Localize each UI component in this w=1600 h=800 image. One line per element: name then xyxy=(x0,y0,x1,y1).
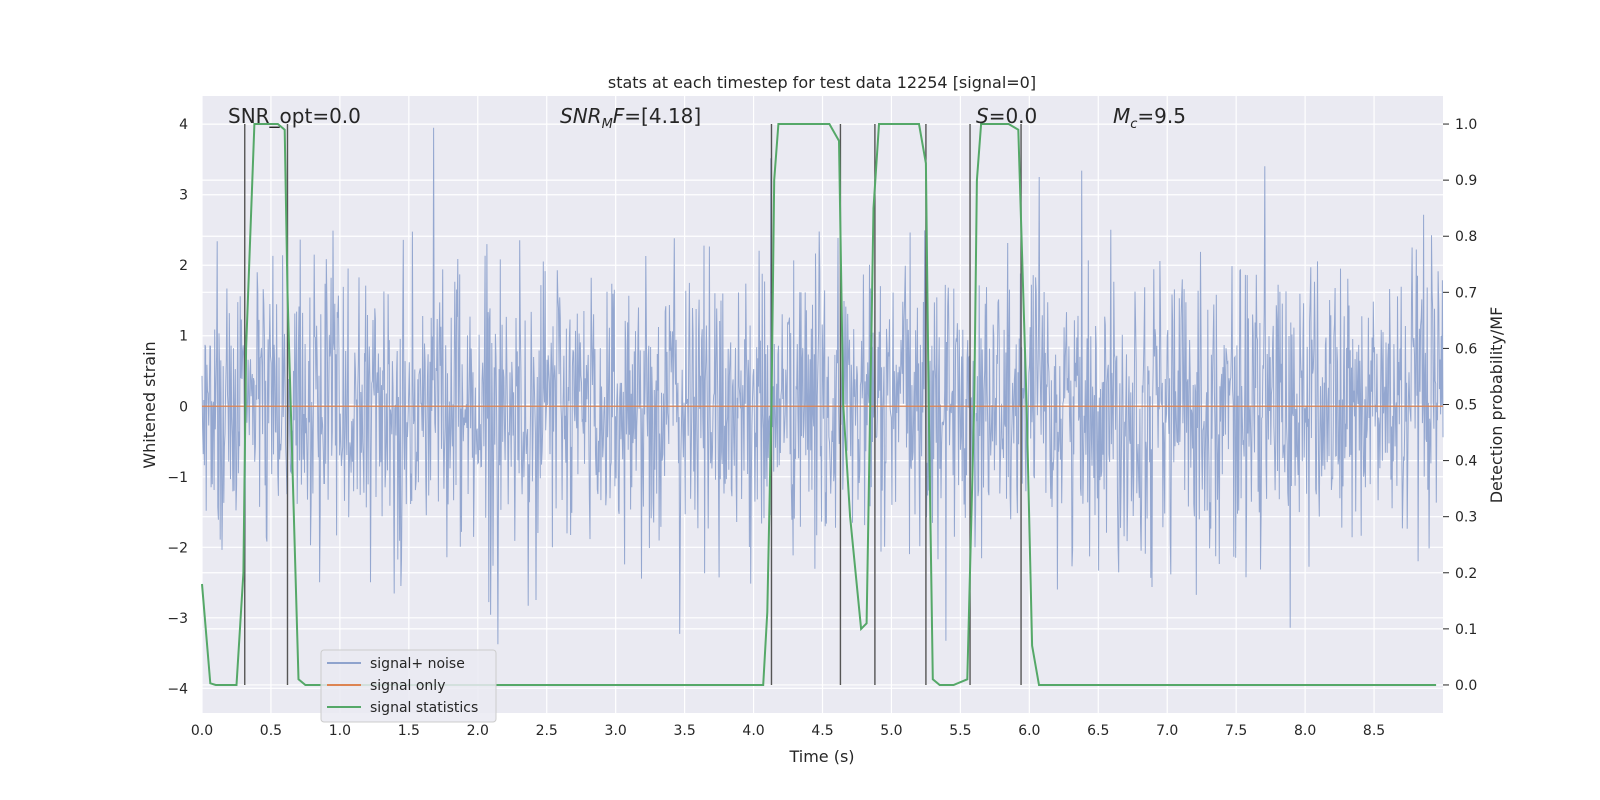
y-axis-ticks: 4 3 2 1 0 −1 −2 −3 −4 xyxy=(167,117,188,697)
x-tick-label: 5.5 xyxy=(949,723,971,739)
y-right-tick-label: 0.8 xyxy=(1455,229,1477,245)
y-right-tick-label: 0.1 xyxy=(1455,622,1477,638)
y-right-axis-label: Detection probability/MF xyxy=(1487,307,1506,504)
x-axis-label: Time (s) xyxy=(788,747,854,766)
legend-label-signal-noise: signal+ noise xyxy=(370,656,465,672)
y-right-tick-label: 0.6 xyxy=(1455,341,1477,357)
annotation-mc: Mc=9.5 xyxy=(1113,104,1186,132)
y-right-tick-label: 0.9 xyxy=(1455,173,1477,189)
annotation-snr-mf-prefix: SNR xyxy=(560,104,602,128)
y-tick-label: −4 xyxy=(167,681,188,697)
y-right-tick-label: 0.2 xyxy=(1455,566,1477,582)
x-tick-label: 6.0 xyxy=(1018,723,1040,739)
y-right-tick-label: 0.7 xyxy=(1455,285,1477,301)
legend-label-signal-statistics: signal statistics xyxy=(370,700,478,716)
x-tick-label: 1.0 xyxy=(329,723,351,739)
annotations: SNR_opt=0.0 SNRMF=[4.18] S=0.0 Mc=9.5 xyxy=(228,104,1186,132)
x-tick-label: 4.0 xyxy=(742,723,764,739)
signal-noise-series xyxy=(201,127,1444,645)
x-tick-label: 1.5 xyxy=(398,723,420,739)
y-tick-label: 4 xyxy=(179,117,188,133)
signal-noise-line xyxy=(201,127,1444,645)
x-tick-label: 3.5 xyxy=(673,723,695,739)
x-tick-label: 6.5 xyxy=(1087,723,1109,739)
y-right-tick-label: 1.0 xyxy=(1455,117,1477,133)
annotation-snr-opt: SNR_opt=0.0 xyxy=(228,104,361,128)
annotation-s: S=0.0 xyxy=(976,104,1037,128)
annotation-snr-mf-value: =[4.18] xyxy=(624,104,701,128)
x-tick-label: 7.0 xyxy=(1156,723,1178,739)
y-right-tick-label: 0.0 xyxy=(1455,678,1477,694)
y-right-tick-label: 0.4 xyxy=(1455,454,1477,470)
legend: signal+ noise signal only signal statist… xyxy=(320,649,497,723)
y-axis-label: Whitened strain xyxy=(140,341,159,468)
y-tick-label: −3 xyxy=(167,611,188,627)
y-right-axis-ticks: 1.0 0.9 0.8 0.7 0.6 0.5 0.4 0.3 0.2 0.1 0.0 xyxy=(1443,117,1477,694)
annotation-mc-value: =9.5 xyxy=(1137,104,1186,128)
vertical-markers xyxy=(244,124,1022,685)
y-tick-label: −2 xyxy=(167,540,188,556)
y-tick-label: 0 xyxy=(179,399,188,415)
annotation-snr-mf-sub: M xyxy=(602,117,613,132)
signal-statistics-line xyxy=(201,123,1437,686)
annotation-mc-prefix: M xyxy=(1113,104,1130,128)
x-tick-label: 2.5 xyxy=(536,723,558,739)
x-tick-label: 0.0 xyxy=(191,723,213,739)
legend-box xyxy=(320,649,497,723)
x-tick-label: 8.0 xyxy=(1294,723,1316,739)
x-tick-label: 5.0 xyxy=(880,723,902,739)
y-tick-label: 3 xyxy=(179,188,188,204)
y-tick-label: 1 xyxy=(179,329,188,345)
annotation-s-prefix: S xyxy=(976,104,989,128)
y-tick-label: 2 xyxy=(179,258,188,274)
x-tick-label: 0.5 xyxy=(260,723,282,739)
signal-statistics-series xyxy=(201,123,1437,686)
legend-label-signal-only: signal only xyxy=(370,678,445,694)
annotation-snr-mf: SNRMF=[4.18] xyxy=(560,104,701,132)
y-right-tick-label: 0.5 xyxy=(1455,398,1477,414)
annotation-mc-sub: c xyxy=(1130,117,1137,132)
y-tick-label: −1 xyxy=(167,470,188,486)
x-axis-ticks: 0.0 0.5 1.0 1.5 2.0 2.5 3.0 3.5 4.0 4.5 5.0 5.5 6.0 6… xyxy=(191,723,1385,739)
annotation-s-value: =0.0 xyxy=(989,104,1038,128)
x-tick-label: 2.0 xyxy=(467,723,489,739)
chart-title: stats at each timestep for test data 122… xyxy=(608,73,1036,92)
x-tick-label: 4.5 xyxy=(811,723,833,739)
x-tick-label: 8.5 xyxy=(1363,723,1385,739)
annotation-snr-mf-mid: F xyxy=(613,104,625,128)
y-right-tick-label: 0.3 xyxy=(1455,510,1477,526)
x-tick-label: 3.0 xyxy=(605,723,627,739)
x-tick-label: 7.5 xyxy=(1225,723,1247,739)
